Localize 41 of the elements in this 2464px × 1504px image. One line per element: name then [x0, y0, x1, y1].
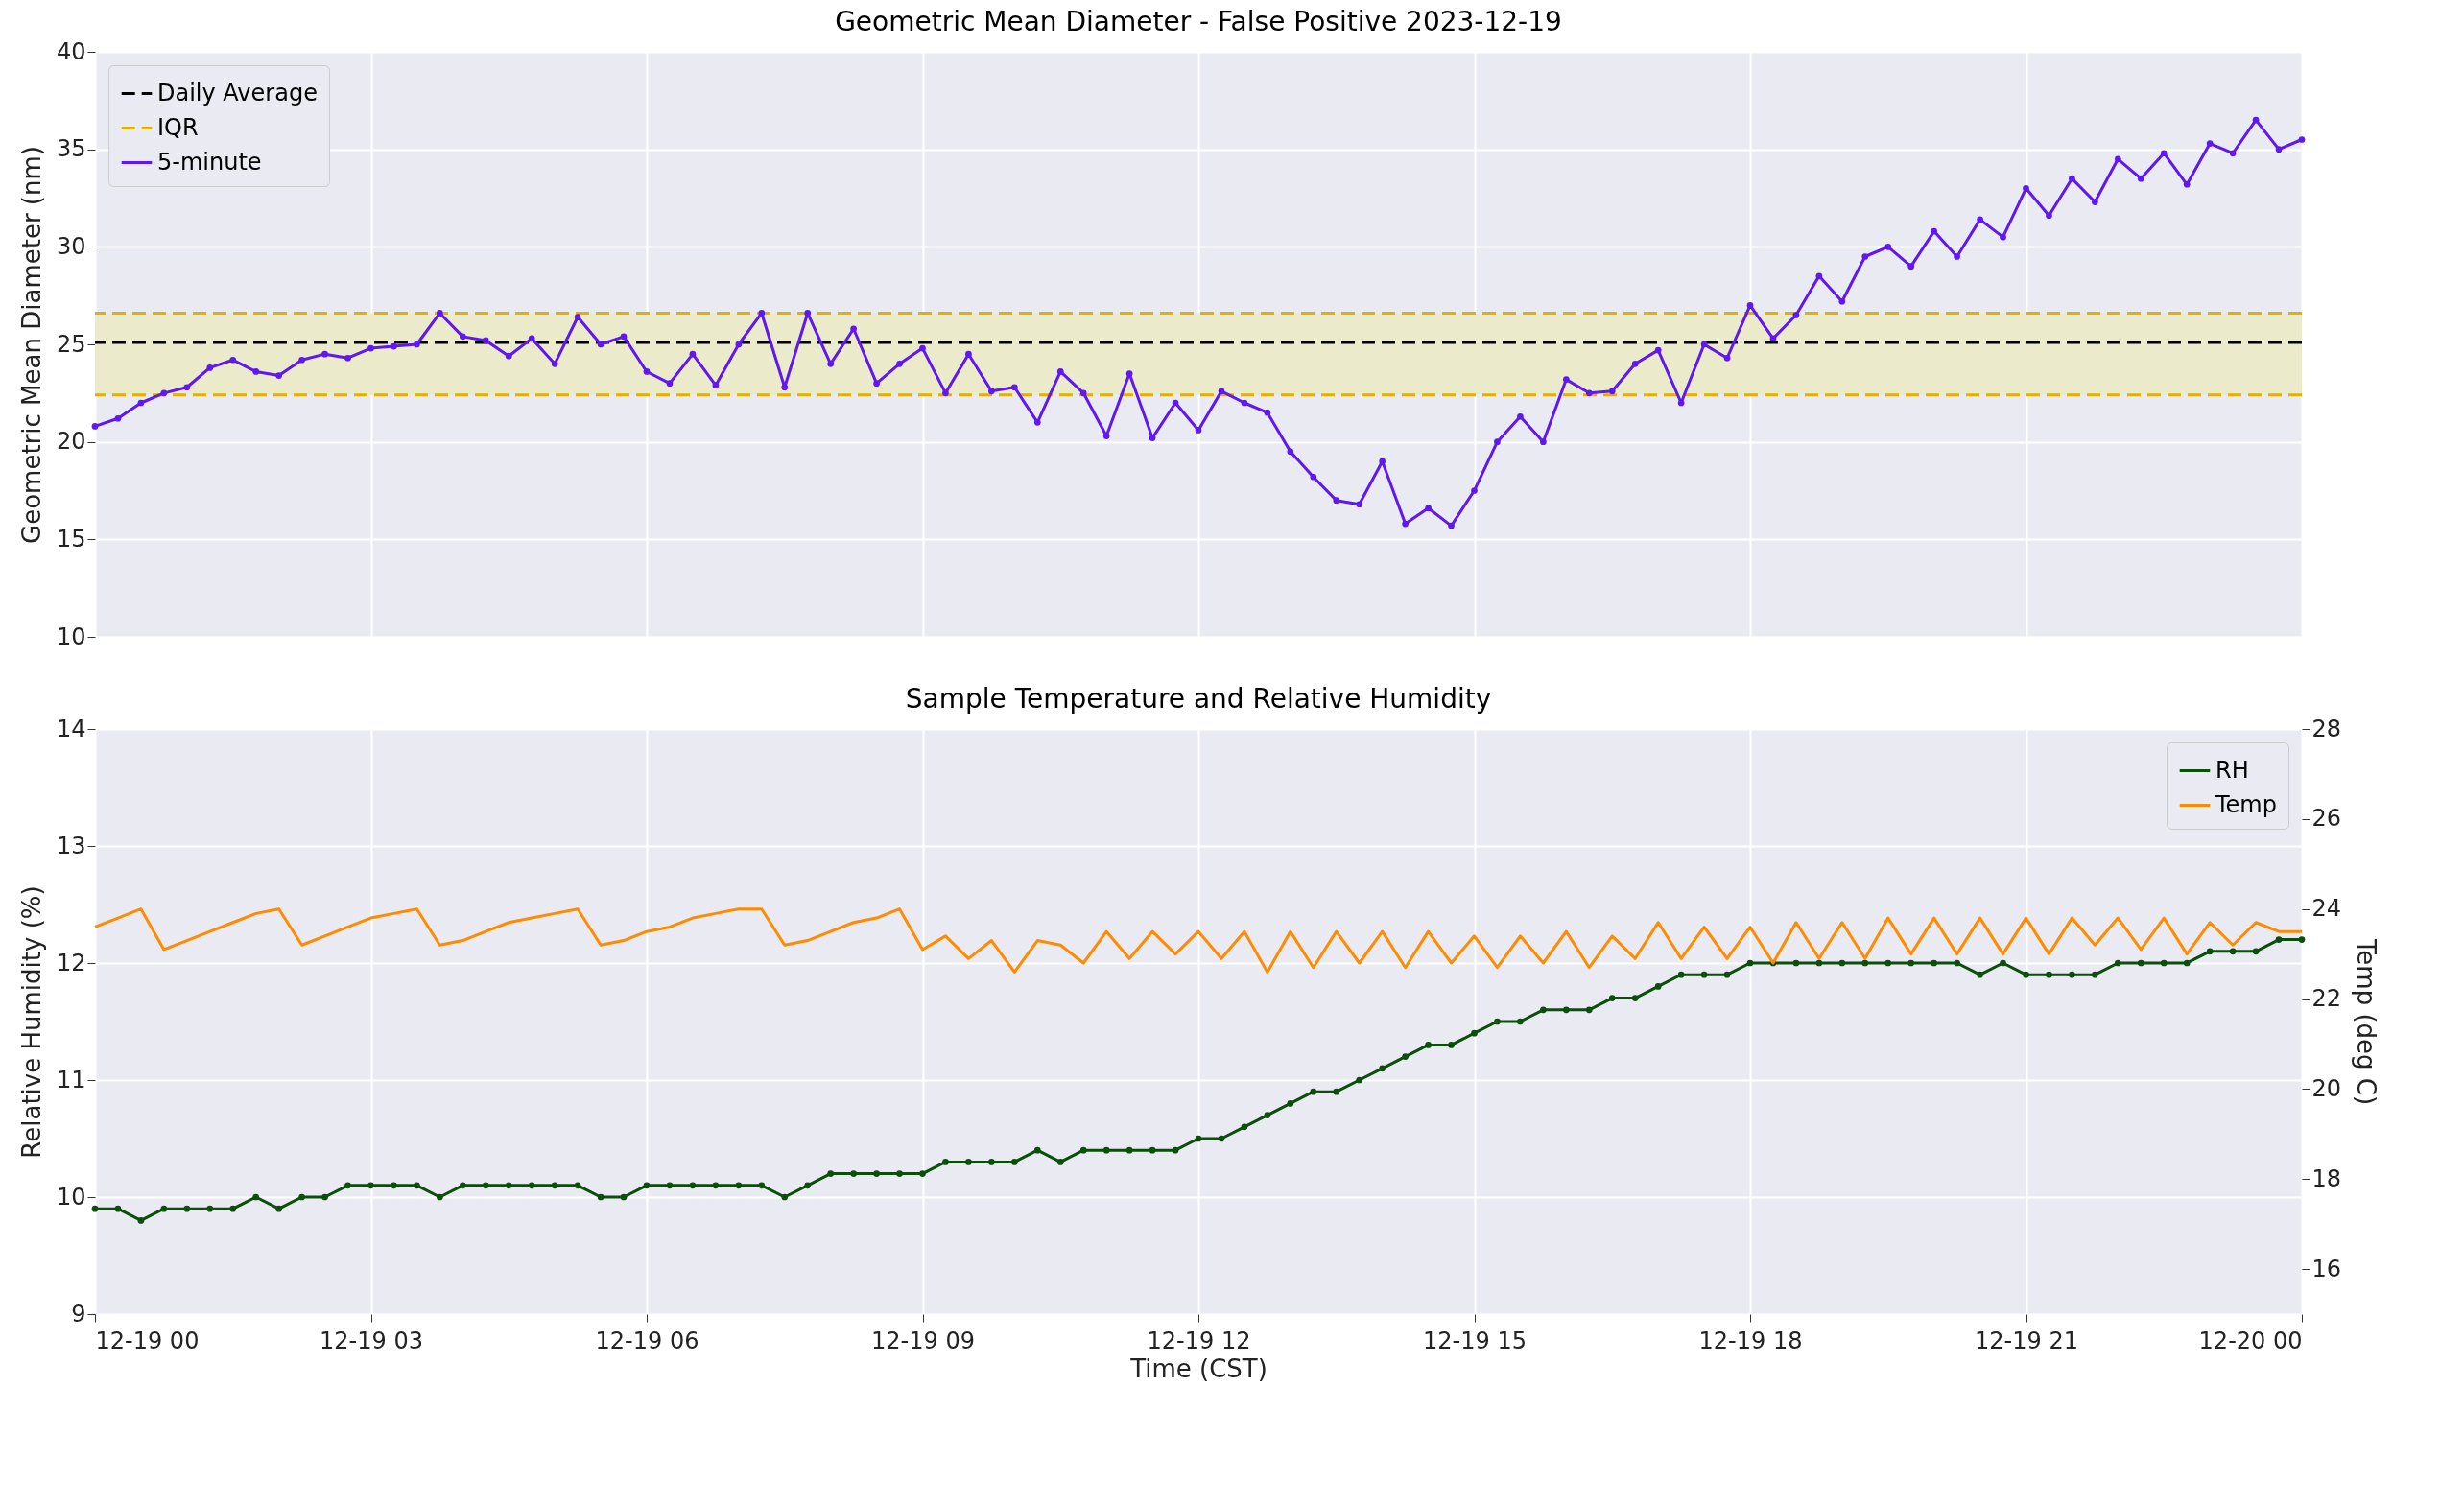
x-tick-label: 12-19 12	[1147, 1327, 1251, 1354]
y-axis-title: Geometric Mean Diameter (nm)	[16, 146, 46, 544]
y2-tick-label: 20	[2311, 1074, 2342, 1102]
y2-axis-title: Temp (deg C)	[2352, 937, 2381, 1106]
y-tick-label: 9	[71, 1300, 86, 1328]
y-tick-label: 30	[56, 232, 86, 260]
y2-tick-label: 26	[2311, 805, 2342, 833]
legend-label: IQR	[157, 113, 199, 141]
x-tick-label: 12-19 15	[1423, 1327, 1527, 1354]
y-tick-label: 10	[56, 623, 86, 650]
x-tick-label: 12-19 18	[1698, 1327, 1803, 1354]
y-axis-title: Relative Humidity (%)	[16, 885, 46, 1159]
legend-label: Temp	[2215, 790, 2277, 818]
legend-label: 5-minute	[157, 148, 262, 176]
x-tick-label: 12-19 00	[95, 1327, 200, 1354]
x-tick-label: 12-19 03	[320, 1327, 423, 1354]
y-tick-label: 20	[56, 428, 86, 456]
line-series	[93, 907, 2304, 974]
legend-label: RH	[2215, 756, 2249, 784]
legend-label: Daily Average	[157, 79, 318, 106]
x-tick-label: 12-20 00	[2198, 1327, 2303, 1354]
y-tick-label: 10	[56, 1183, 86, 1210]
x-tick-label: 12-19 09	[871, 1327, 975, 1354]
y-tick-label: 13	[56, 832, 86, 859]
y2-tick-label: 22	[2311, 985, 2342, 1013]
y-tick-label: 14	[56, 715, 86, 742]
y-tick-label: 40	[56, 37, 86, 65]
chart-title: Sample Temperature and Relative Humidity	[905, 683, 1492, 715]
y-tick-label: 35	[56, 135, 86, 163]
chart-title: Geometric Mean Diameter - False Positive 2023-12-19	[835, 6, 1562, 37]
y-tick-label: 15	[56, 525, 86, 552]
y2-tick-label: 18	[2311, 1164, 2342, 1192]
y2-tick-label: 28	[2311, 715, 2342, 742]
y-tick-label: 12	[56, 949, 86, 976]
x-axis-title: Time (CST)	[1129, 1353, 1268, 1383]
y-tick-label: 11	[56, 1066, 86, 1093]
x-tick-label: 12-19 06	[595, 1327, 699, 1354]
y-tick-label: 25	[56, 330, 86, 358]
y2-tick-label: 24	[2311, 895, 2342, 923]
x-tick-label: 12-19 21	[1975, 1327, 2078, 1354]
y2-tick-label: 16	[2311, 1255, 2342, 1282]
